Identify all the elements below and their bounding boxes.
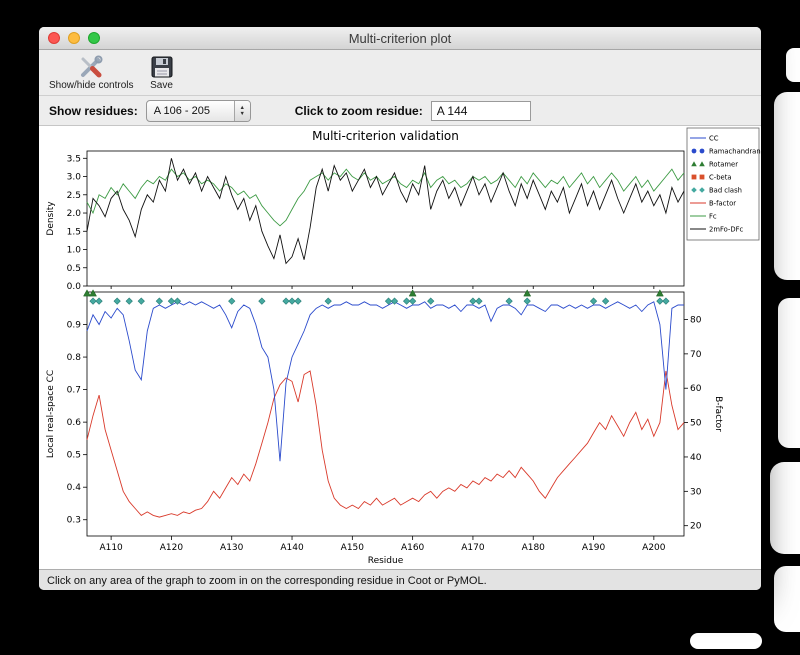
svg-text:2.5: 2.5 (67, 191, 81, 201)
svg-text:0.3: 0.3 (67, 516, 81, 526)
background-artifact (778, 298, 800, 448)
svg-text:A120: A120 (160, 543, 184, 553)
svg-text:0.5: 0.5 (67, 451, 81, 461)
zoom-residue-label: Click to zoom residue: (294, 103, 423, 118)
svg-text:CC: CC (709, 135, 719, 143)
svg-text:Bad clash: Bad clash (709, 187, 742, 195)
svg-text:1.5: 1.5 (67, 227, 81, 237)
svg-text:2.0: 2.0 (67, 209, 82, 219)
svg-text:B-factor: B-factor (713, 396, 723, 432)
svg-text:20: 20 (690, 522, 702, 532)
save-icon (150, 53, 174, 80)
title-bar: Multi-criterion plot (39, 27, 761, 50)
svg-text:0.0: 0.0 (67, 282, 82, 292)
zoom-residue-input[interactable] (430, 100, 531, 121)
multi-criterion-plot-canvas[interactable]: Multi-criterion validation 0.0 0.5 1.0 1.5 2.… (39, 126, 761, 569)
svg-text:Multi-criterion validation: Multi-criterion validation (312, 129, 459, 143)
show-residues-label: Show residues: (49, 103, 138, 118)
svg-text:1.0: 1.0 (67, 246, 82, 256)
svg-text:40: 40 (690, 453, 702, 463)
svg-text:50: 50 (690, 419, 702, 429)
residue-range-value: A 106 - 205 (153, 104, 210, 117)
svg-text:A190: A190 (582, 543, 606, 553)
minimize-button[interactable] (68, 32, 80, 44)
svg-text:0.8: 0.8 (67, 353, 82, 363)
svg-text:0.9: 0.9 (67, 321, 82, 331)
svg-text:B-factor: B-factor (709, 200, 736, 208)
stepper-up-icon: ▲ (239, 104, 245, 111)
app-window: Multi-criterion plot Show/hide controls (39, 27, 761, 590)
svg-text:Rotamer: Rotamer (709, 161, 738, 169)
stepper-down-icon: ▼ (239, 110, 245, 117)
background-artifact (690, 633, 762, 649)
svg-text:60: 60 (690, 384, 702, 394)
svg-text:Local real-space CC: Local real-space CC (46, 370, 56, 458)
status-bar: Click on any area of the graph to zoom i… (39, 569, 761, 590)
svg-text:3.5: 3.5 (67, 154, 81, 164)
background-artifact (770, 462, 800, 554)
svg-text:30: 30 (690, 487, 702, 497)
svg-text:2mFo-DFc: 2mFo-DFc (709, 226, 743, 234)
svg-text:A160: A160 (401, 543, 425, 553)
svg-text:A140: A140 (280, 543, 304, 553)
svg-text:3.0: 3.0 (67, 173, 82, 183)
svg-text:A170: A170 (461, 543, 485, 553)
svg-text:0.5: 0.5 (67, 264, 81, 274)
background-artifact (774, 566, 800, 632)
svg-text:0.7: 0.7 (67, 386, 81, 396)
svg-text:C-beta: C-beta (709, 174, 732, 182)
svg-text:A110: A110 (99, 543, 123, 553)
window-title: Multi-criterion plot (348, 30, 452, 46)
svg-text:0.4: 0.4 (67, 483, 82, 493)
show-hide-controls-button[interactable]: Show/hide controls (49, 53, 134, 92)
maximize-button[interactable] (88, 32, 100, 44)
toolbar-button-label: Show/hide controls (49, 80, 134, 91)
background-artifact (786, 48, 800, 82)
svg-text:70: 70 (690, 350, 702, 360)
toolbar: Show/hide controls Save (39, 50, 761, 96)
svg-text:A150: A150 (341, 543, 365, 553)
background-artifact (774, 92, 800, 280)
stepper-icon: ▲ ▼ (233, 100, 250, 121)
svg-text:A200: A200 (642, 543, 666, 553)
svg-text:Residue: Residue (368, 556, 404, 566)
svg-text:Density: Density (46, 201, 56, 236)
residue-range-select[interactable]: A 106 - 205 ▲ ▼ (145, 99, 251, 122)
svg-text:80: 80 (690, 315, 702, 325)
svg-text:A180: A180 (522, 543, 546, 553)
save-button[interactable]: Save (150, 53, 174, 92)
plot-area: Multi-criterion validation 0.0 0.5 1.0 1.5 2.… (39, 126, 761, 569)
close-button[interactable] (48, 32, 60, 44)
svg-text:Ramachandran: Ramachandran (709, 148, 761, 156)
traffic-lights (48, 32, 100, 44)
svg-text:Fc: Fc (709, 213, 717, 221)
svg-text:0.6: 0.6 (67, 418, 82, 428)
tools-icon (78, 53, 104, 80)
svg-text:A130: A130 (220, 543, 244, 553)
controls-row: Show residues: A 106 - 205 ▲ ▼ Click to … (39, 96, 761, 126)
toolbar-button-label: Save (150, 80, 173, 91)
